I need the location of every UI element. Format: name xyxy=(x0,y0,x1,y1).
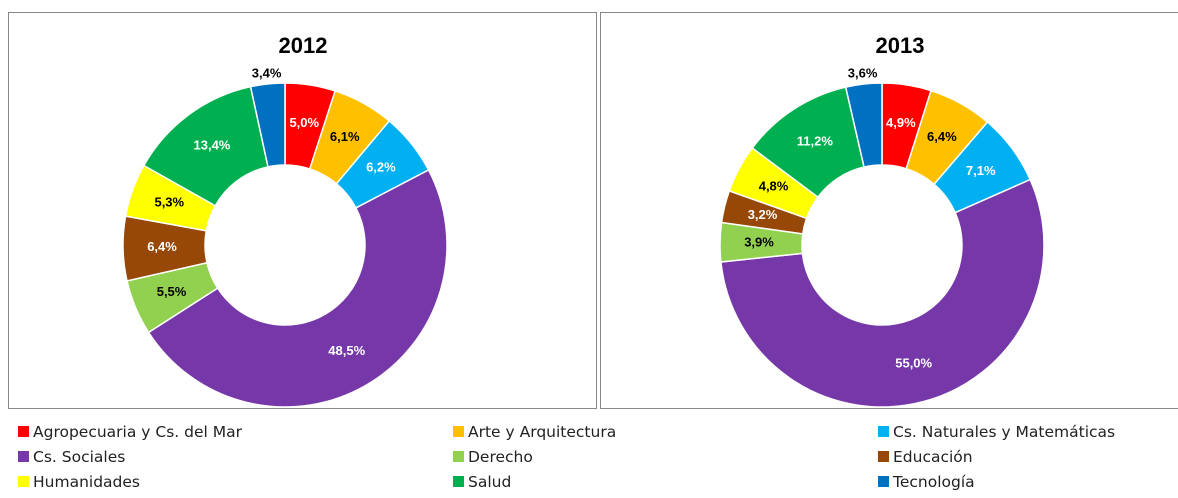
data-label: 6,4% xyxy=(147,239,177,254)
panel xyxy=(600,12,1178,409)
legend-label: Salud xyxy=(468,473,511,491)
legend-label: Arte y Arquitectura xyxy=(468,423,616,441)
legend-swatch xyxy=(18,426,29,437)
legend-label: Derecho xyxy=(468,448,533,466)
slice xyxy=(147,168,448,408)
chart-title: 2012 xyxy=(279,33,328,58)
data-label: 5,5% xyxy=(157,284,187,299)
data-label: 4,9% xyxy=(886,115,916,130)
legend-label: Educación xyxy=(893,448,973,466)
legend-swatch xyxy=(878,426,889,437)
legend-swatch xyxy=(453,451,464,462)
data-label: 11,2% xyxy=(797,133,834,148)
data-label: 3,6% xyxy=(848,66,878,81)
data-label: 55,0% xyxy=(895,355,932,370)
slice xyxy=(249,82,286,168)
data-label: 5,3% xyxy=(154,195,184,210)
legend-swatch xyxy=(878,451,889,462)
panel xyxy=(8,12,597,409)
legend-swatch xyxy=(18,451,29,462)
data-label: 5,0% xyxy=(289,115,319,130)
legend-swatch xyxy=(453,426,464,437)
legend-label: Agropecuaria y Cs. del Mar xyxy=(33,423,243,441)
legend-swatch xyxy=(18,476,29,487)
legend-label: Humanidades xyxy=(33,473,140,491)
chart-title: 2013 xyxy=(876,33,925,58)
legend-label: Cs. Sociales xyxy=(33,448,125,466)
slice xyxy=(720,178,1045,408)
data-label: 48,5% xyxy=(328,343,365,358)
legend-swatch xyxy=(878,476,889,487)
data-label: 13,4% xyxy=(194,137,231,152)
data-label: 7,1% xyxy=(966,163,996,178)
data-label: 4,8% xyxy=(759,178,789,193)
legend-label: Tecnología xyxy=(892,473,975,491)
data-label: 6,2% xyxy=(366,159,396,174)
data-label: 3,2% xyxy=(748,207,778,222)
data-label: 3,9% xyxy=(744,234,774,249)
legend-swatch xyxy=(453,476,464,487)
data-label: 6,4% xyxy=(927,129,957,144)
data-label: 3,4% xyxy=(252,65,282,80)
legend-label: Cs. Naturales y Matemáticas xyxy=(893,423,1115,441)
data-label: 6,1% xyxy=(330,129,360,144)
slice xyxy=(844,82,883,168)
